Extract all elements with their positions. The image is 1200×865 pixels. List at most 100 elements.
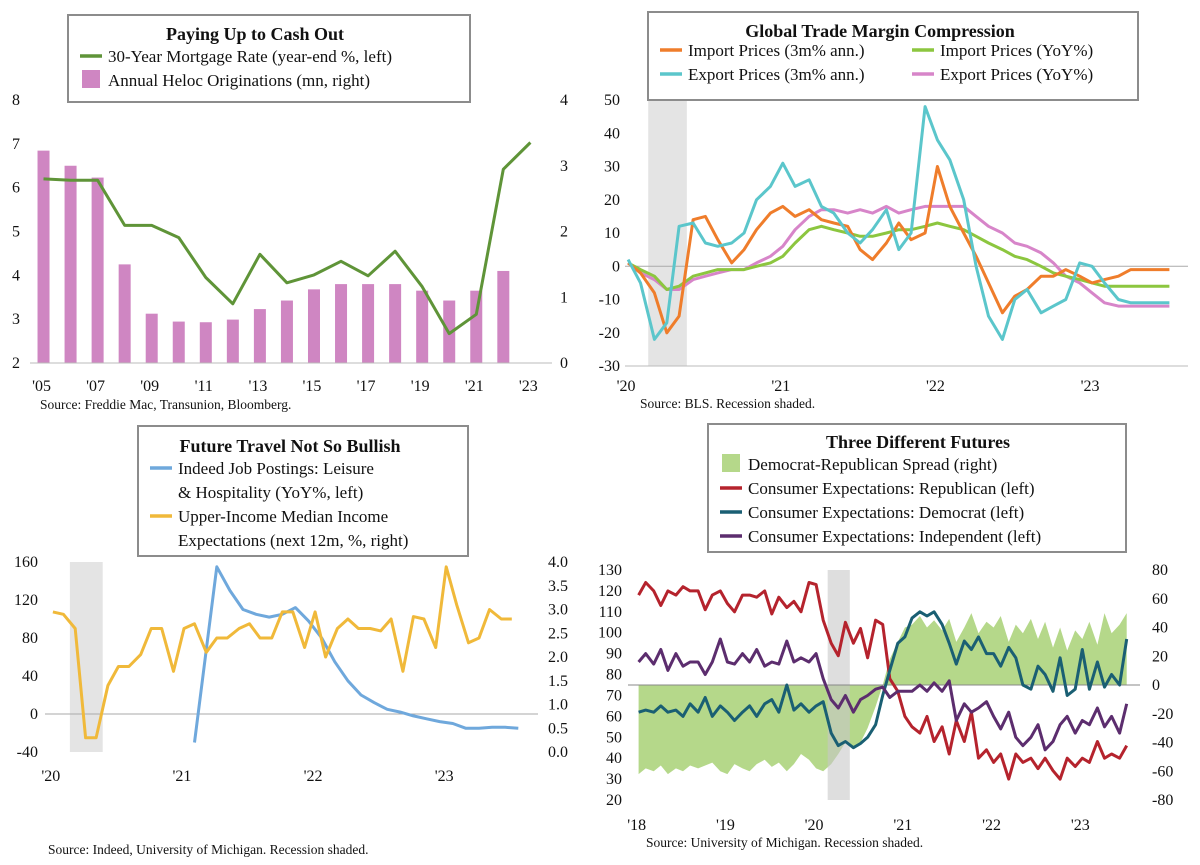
x-tick-label: '20 — [805, 817, 824, 834]
y-tick-label: 40 — [604, 125, 620, 142]
heloc-bar — [308, 289, 320, 363]
y-tick-label: 0 — [612, 258, 620, 275]
heloc-bar — [146, 314, 158, 363]
y-right-tick-label: 3.0 — [548, 602, 568, 619]
chart-title: Paying Up to Cash Out — [166, 24, 344, 44]
y-left-tick-label: 30 — [606, 771, 622, 788]
legend-label-2: Export Prices (3m% ann.) — [688, 65, 865, 84]
heloc-bar — [227, 320, 239, 363]
heloc-bar — [335, 284, 347, 363]
y-left-tick-label: 2 — [12, 355, 20, 372]
heloc-bar — [470, 291, 482, 363]
x-tick-label: '17 — [357, 378, 376, 395]
heloc-bar — [497, 271, 509, 363]
heloc-bar — [200, 322, 212, 363]
x-tick-label: '22 — [926, 378, 945, 395]
heloc-bar — [254, 309, 266, 363]
y-left-tick-label: 160 — [14, 554, 38, 571]
legend-label-3: Export Prices (YoY%) — [940, 65, 1093, 84]
chart-title: Future Travel Not So Bullish — [179, 436, 400, 456]
x-tick-label: '22 — [304, 768, 323, 785]
legend-swatch-0 — [722, 454, 740, 472]
legend-label-line: Upper-Income Median Income — [178, 507, 388, 526]
y-left-tick-label: 110 — [599, 604, 622, 621]
y-tick-label: 10 — [604, 225, 620, 242]
heloc-bar — [281, 301, 293, 363]
y-left-tick-label: 120 — [14, 592, 38, 609]
y-left-tick-label: 80 — [22, 630, 38, 647]
x-tick-label: '20 — [41, 768, 60, 785]
recession-shading — [648, 100, 687, 366]
heloc-bar — [38, 151, 50, 363]
y-right-tick-label: 1.5 — [548, 673, 568, 690]
y-right-tick-label: 2.0 — [548, 649, 568, 666]
x-tick-label: '21 — [465, 378, 484, 395]
y-left-tick-label: 70 — [606, 687, 622, 704]
y-left-tick-label: 8 — [12, 92, 20, 109]
legend-label-0: 30-Year Mortgage Rate (year-end %, left) — [108, 47, 392, 66]
legend-label-1: Annual Heloc Originations (mn, right) — [108, 71, 370, 90]
y-left-tick-label: 130 — [598, 562, 622, 579]
source-note: Source: University of Michigan. Recessio… — [646, 835, 923, 850]
y-right-tick-label: -20 — [1152, 706, 1173, 723]
y-left-tick-label: 100 — [598, 625, 622, 642]
source-note: Source: Freddie Mac, Transunion, Bloombe… — [40, 397, 291, 412]
y-left-tick-label: 50 — [606, 729, 622, 746]
y-right-tick-label: 20 — [1152, 648, 1168, 665]
x-tick-label: '20 — [617, 378, 636, 395]
x-tick-label: '07 — [86, 378, 105, 395]
y-left-tick-label: 40 — [22, 668, 38, 685]
legend-label-2: Consumer Expectations: Democrat (left) — [748, 503, 1024, 522]
y-left-tick-label: 0 — [30, 706, 38, 723]
panel-future-travel: Future Travel Not So Bullish Source: Inde… — [14, 426, 568, 857]
y-right-tick-label: -80 — [1152, 792, 1173, 809]
source-note: Source: Indeed, University of Michigan. … — [48, 842, 369, 857]
x-tick-label: '19 — [411, 378, 430, 395]
y-left-tick-label: 90 — [606, 646, 622, 663]
y-right-tick-label: 4 — [560, 92, 568, 109]
heloc-bar — [389, 284, 401, 363]
y-right-tick-label: 3 — [560, 158, 568, 175]
panel-mortgage-heloc: Paying Up to Cash Out Source: Freddie Mac… — [12, 15, 568, 412]
x-tick-label: '23 — [519, 378, 538, 395]
legend-label-line: & Hospitality (YoY%, left) — [178, 483, 363, 502]
legend-label-0: Democrat-Republican Spread (right) — [748, 455, 997, 474]
x-tick-label: '18 — [627, 817, 646, 834]
chart-canvas: Paying Up to Cash Out Source: Freddie Mac… — [0, 0, 1200, 865]
legend-label-0: Import Prices (3m% ann.) — [688, 41, 865, 60]
y-right-tick-label: 4.0 — [548, 554, 568, 571]
y-tick-label: -10 — [599, 292, 620, 309]
source-note: Source: BLS. Recession shaded. — [640, 396, 815, 411]
x-tick-label: '22 — [982, 817, 1001, 834]
x-tick-label: '23 — [1081, 378, 1100, 395]
x-tick-label: '23 — [1071, 817, 1090, 834]
y-right-tick-label: 80 — [1152, 562, 1168, 579]
heloc-bar — [119, 264, 131, 363]
y-tick-label: 30 — [604, 159, 620, 176]
y-tick-label: -20 — [599, 325, 620, 342]
y-left-tick-label: 3 — [12, 311, 20, 328]
y-left-tick-label: 5 — [12, 224, 20, 241]
y-left-tick-label: 120 — [598, 583, 622, 600]
panel-trade-margin: Global Trade Margin Compression Source: B… — [599, 12, 1188, 411]
heloc-bar — [92, 178, 104, 363]
y-right-tick-label: 40 — [1152, 620, 1168, 637]
x-tick-label: '11 — [195, 378, 213, 395]
x-tick-label: '13 — [248, 378, 267, 395]
x-tick-label: '15 — [303, 378, 322, 395]
legend-label-1: Consumer Expectations: Republican (left) — [748, 479, 1035, 498]
y-right-tick-label: 1.0 — [548, 697, 568, 714]
income-expectations-line — [53, 567, 512, 738]
y-tick-label: 20 — [604, 192, 620, 209]
y-tick-label: 50 — [604, 92, 620, 109]
y-left-tick-label: 6 — [12, 180, 20, 197]
y-left-tick-label: 80 — [606, 667, 622, 684]
y-left-tick-label: 60 — [606, 708, 622, 725]
y-left-tick-label: 4 — [12, 267, 20, 284]
y-tick-label: -30 — [599, 358, 620, 375]
legend-label-1: Import Prices (YoY%) — [940, 41, 1093, 60]
x-tick-label: '19 — [716, 817, 735, 834]
panel-three-futures: Three Different Futures Source: Universit… — [598, 424, 1173, 850]
x-tick-label: '09 — [140, 378, 159, 395]
heloc-bar — [65, 166, 77, 363]
